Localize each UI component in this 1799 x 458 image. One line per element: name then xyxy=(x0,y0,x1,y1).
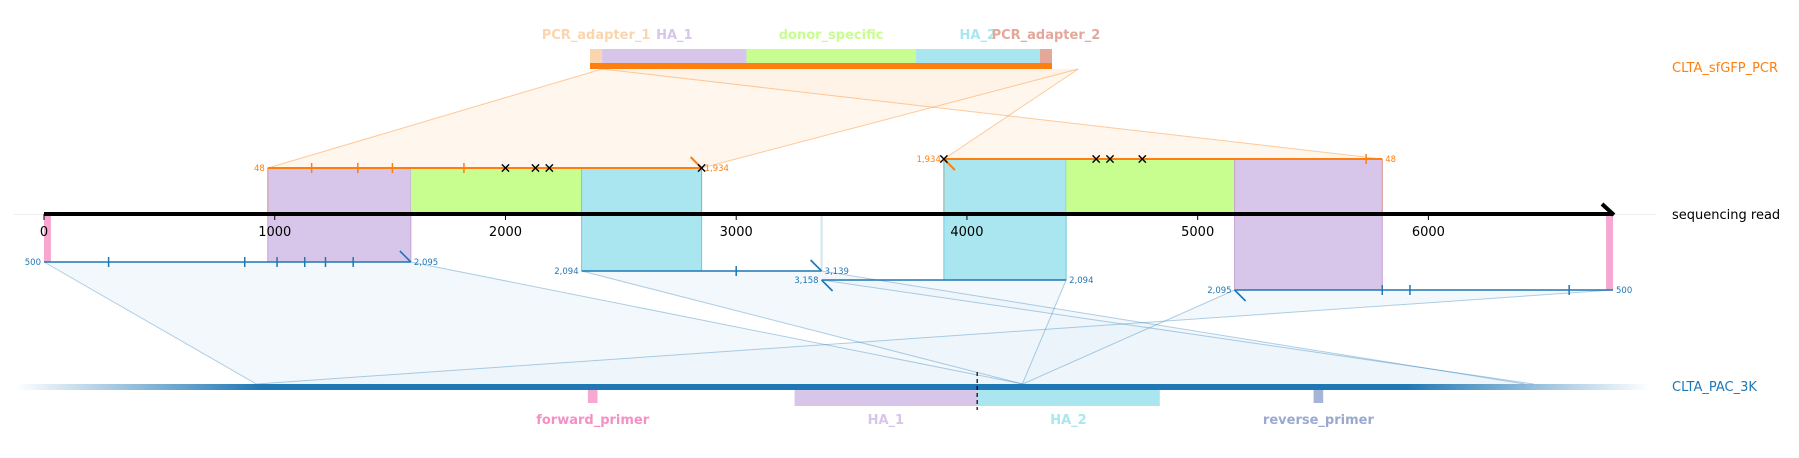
bottom-alignment-start-label: 2,094 xyxy=(554,267,578,277)
bottom-alignment-connector xyxy=(581,270,1023,385)
top-alignment-deletion xyxy=(1138,154,1147,164)
bottom-alignment-connector xyxy=(1021,279,1067,385)
bottom-feature-label-reverse_primer: reverse_primer xyxy=(1263,413,1375,428)
top-feature-donor_specific xyxy=(746,49,916,63)
bottom-reference-bar xyxy=(16,384,1650,390)
bottom-alignment-connector xyxy=(1022,289,1235,385)
read-axis-tick-label: 6000 xyxy=(1412,225,1445,240)
bottom-feature-HA_1 xyxy=(794,390,978,406)
read-axis-tick-label: 5000 xyxy=(1181,225,1214,240)
bottom-alignment-end-label: 2,094 xyxy=(1069,276,1093,286)
bottom-alignment-connector xyxy=(821,279,1534,385)
top-alignment-connector xyxy=(943,68,1079,160)
bottom-reference-name: CLTA_PAC_3K xyxy=(1672,380,1757,395)
read-axis-tick-label: 0 xyxy=(40,225,48,240)
bottom-alignment-end-label: 2,095 xyxy=(414,258,438,268)
read-axis-tick-label: 3000 xyxy=(720,225,753,240)
read-feature-HA_1 xyxy=(1234,159,1383,290)
top-reference-name: CLTA_sfGFP_PCR xyxy=(1672,61,1778,76)
read-feature-donor_specific xyxy=(1066,159,1235,214)
sequencing-read-name: sequencing read xyxy=(1672,208,1780,223)
top-feature-label-HA_1: HA_1 xyxy=(656,28,693,43)
top-feature-PCR_adapter_1 xyxy=(590,49,603,63)
read-axis-arrow xyxy=(1600,202,1616,217)
bottom-alignment-strand-arrow xyxy=(821,279,834,292)
read-axis-tick-label: 1000 xyxy=(258,225,291,240)
bottom-alignment-connector xyxy=(821,270,1525,385)
top-feature-PCR_adapter_2 xyxy=(1039,49,1052,63)
top-alignment-end-label: 1,934 xyxy=(705,164,729,174)
alignment-connector-layer xyxy=(43,68,1614,385)
read-feature-HA_2 xyxy=(943,159,1067,280)
bottom-alignment-end-label: 500 xyxy=(1616,286,1632,296)
reference-layer: PCR_adapter_1 HA_1 donor_specific HA_2PCR_a… xyxy=(14,28,1656,428)
top-feature-label-donor_specific: donor_specific xyxy=(779,28,884,43)
bottom-feature-label-forward_primer: forward_primer xyxy=(536,413,650,428)
top-feature-HA_1 xyxy=(602,49,747,63)
bottom-alignment-connector xyxy=(256,289,1614,385)
bottom-feature-label-HA_2: HA_2 xyxy=(1050,413,1087,428)
top-alignment-deletion xyxy=(531,163,540,173)
top-alignment-connector xyxy=(602,68,1383,160)
bottom-alignment-fill xyxy=(256,290,1613,384)
alignment-layer: 48 1,934 1,934 48 500 2,095 2,094 3,139 3,158 2,0… xyxy=(25,154,1632,302)
top-reference-bar xyxy=(590,63,1052,69)
top-feature-label-HA_2: HA_2 xyxy=(960,28,997,43)
top-alignment-end-label: 48 xyxy=(1385,155,1396,165)
top-alignment-deletion xyxy=(545,163,554,173)
bottom-alignment-start-label: 500 xyxy=(25,258,41,268)
bottom-alignment-connector xyxy=(410,261,1023,385)
top-feature-label-PCR_adapter_2: PCR_adapter_2 xyxy=(992,28,1101,43)
alignment-fill-layer xyxy=(44,69,1613,384)
read-feature-forward_primer xyxy=(1606,214,1613,290)
top-feature-HA_2 xyxy=(915,49,1040,63)
top-alignment-deletion xyxy=(1092,154,1101,164)
bottom-feature-reverse_primer xyxy=(1313,390,1324,403)
bottom-alignment-strand-arrow xyxy=(810,259,823,272)
top-alignment-deletion xyxy=(697,163,706,173)
bottom-alignment-start-label: 3,158 xyxy=(794,276,818,286)
bottom-feature-HA_2 xyxy=(977,390,1160,406)
top-alignment-start-label: 48 xyxy=(254,164,265,174)
top-alignment-deletion xyxy=(1105,154,1115,164)
top-alignment-deletion xyxy=(501,163,510,173)
bottom-alignment-start-label: 2,095 xyxy=(1207,286,1231,296)
feature-layer xyxy=(44,159,1613,290)
read-axis-tick-label: 2000 xyxy=(489,225,522,240)
bottom-alignment-strand-arrow xyxy=(399,250,412,263)
top-alignment-connector xyxy=(701,68,1079,169)
read-feature-HA_2 xyxy=(581,168,702,271)
read-feature-forward_primer xyxy=(44,214,51,262)
top-alignment-fill xyxy=(602,69,1383,159)
bottom-alignment-fill xyxy=(821,280,1534,384)
top-alignment-deletion xyxy=(939,154,948,164)
bottom-alignment-end-label: 3,139 xyxy=(825,267,849,277)
read-feature-donor_specific xyxy=(410,168,582,214)
bottom-alignment-strand-arrow xyxy=(1234,289,1247,302)
top-feature-label-PCR_adapter_1: PCR_adapter_1 xyxy=(542,28,651,43)
read-axis-tick-label: 4000 xyxy=(950,225,983,240)
bottom-feature-label-HA_1: HA_1 xyxy=(868,413,905,428)
bottom-alignment-connector xyxy=(43,261,257,385)
bottom-feature-forward_primer xyxy=(587,390,598,403)
top-alignment-connector xyxy=(267,68,603,169)
top-alignment-start-label: 1,934 xyxy=(917,155,941,165)
